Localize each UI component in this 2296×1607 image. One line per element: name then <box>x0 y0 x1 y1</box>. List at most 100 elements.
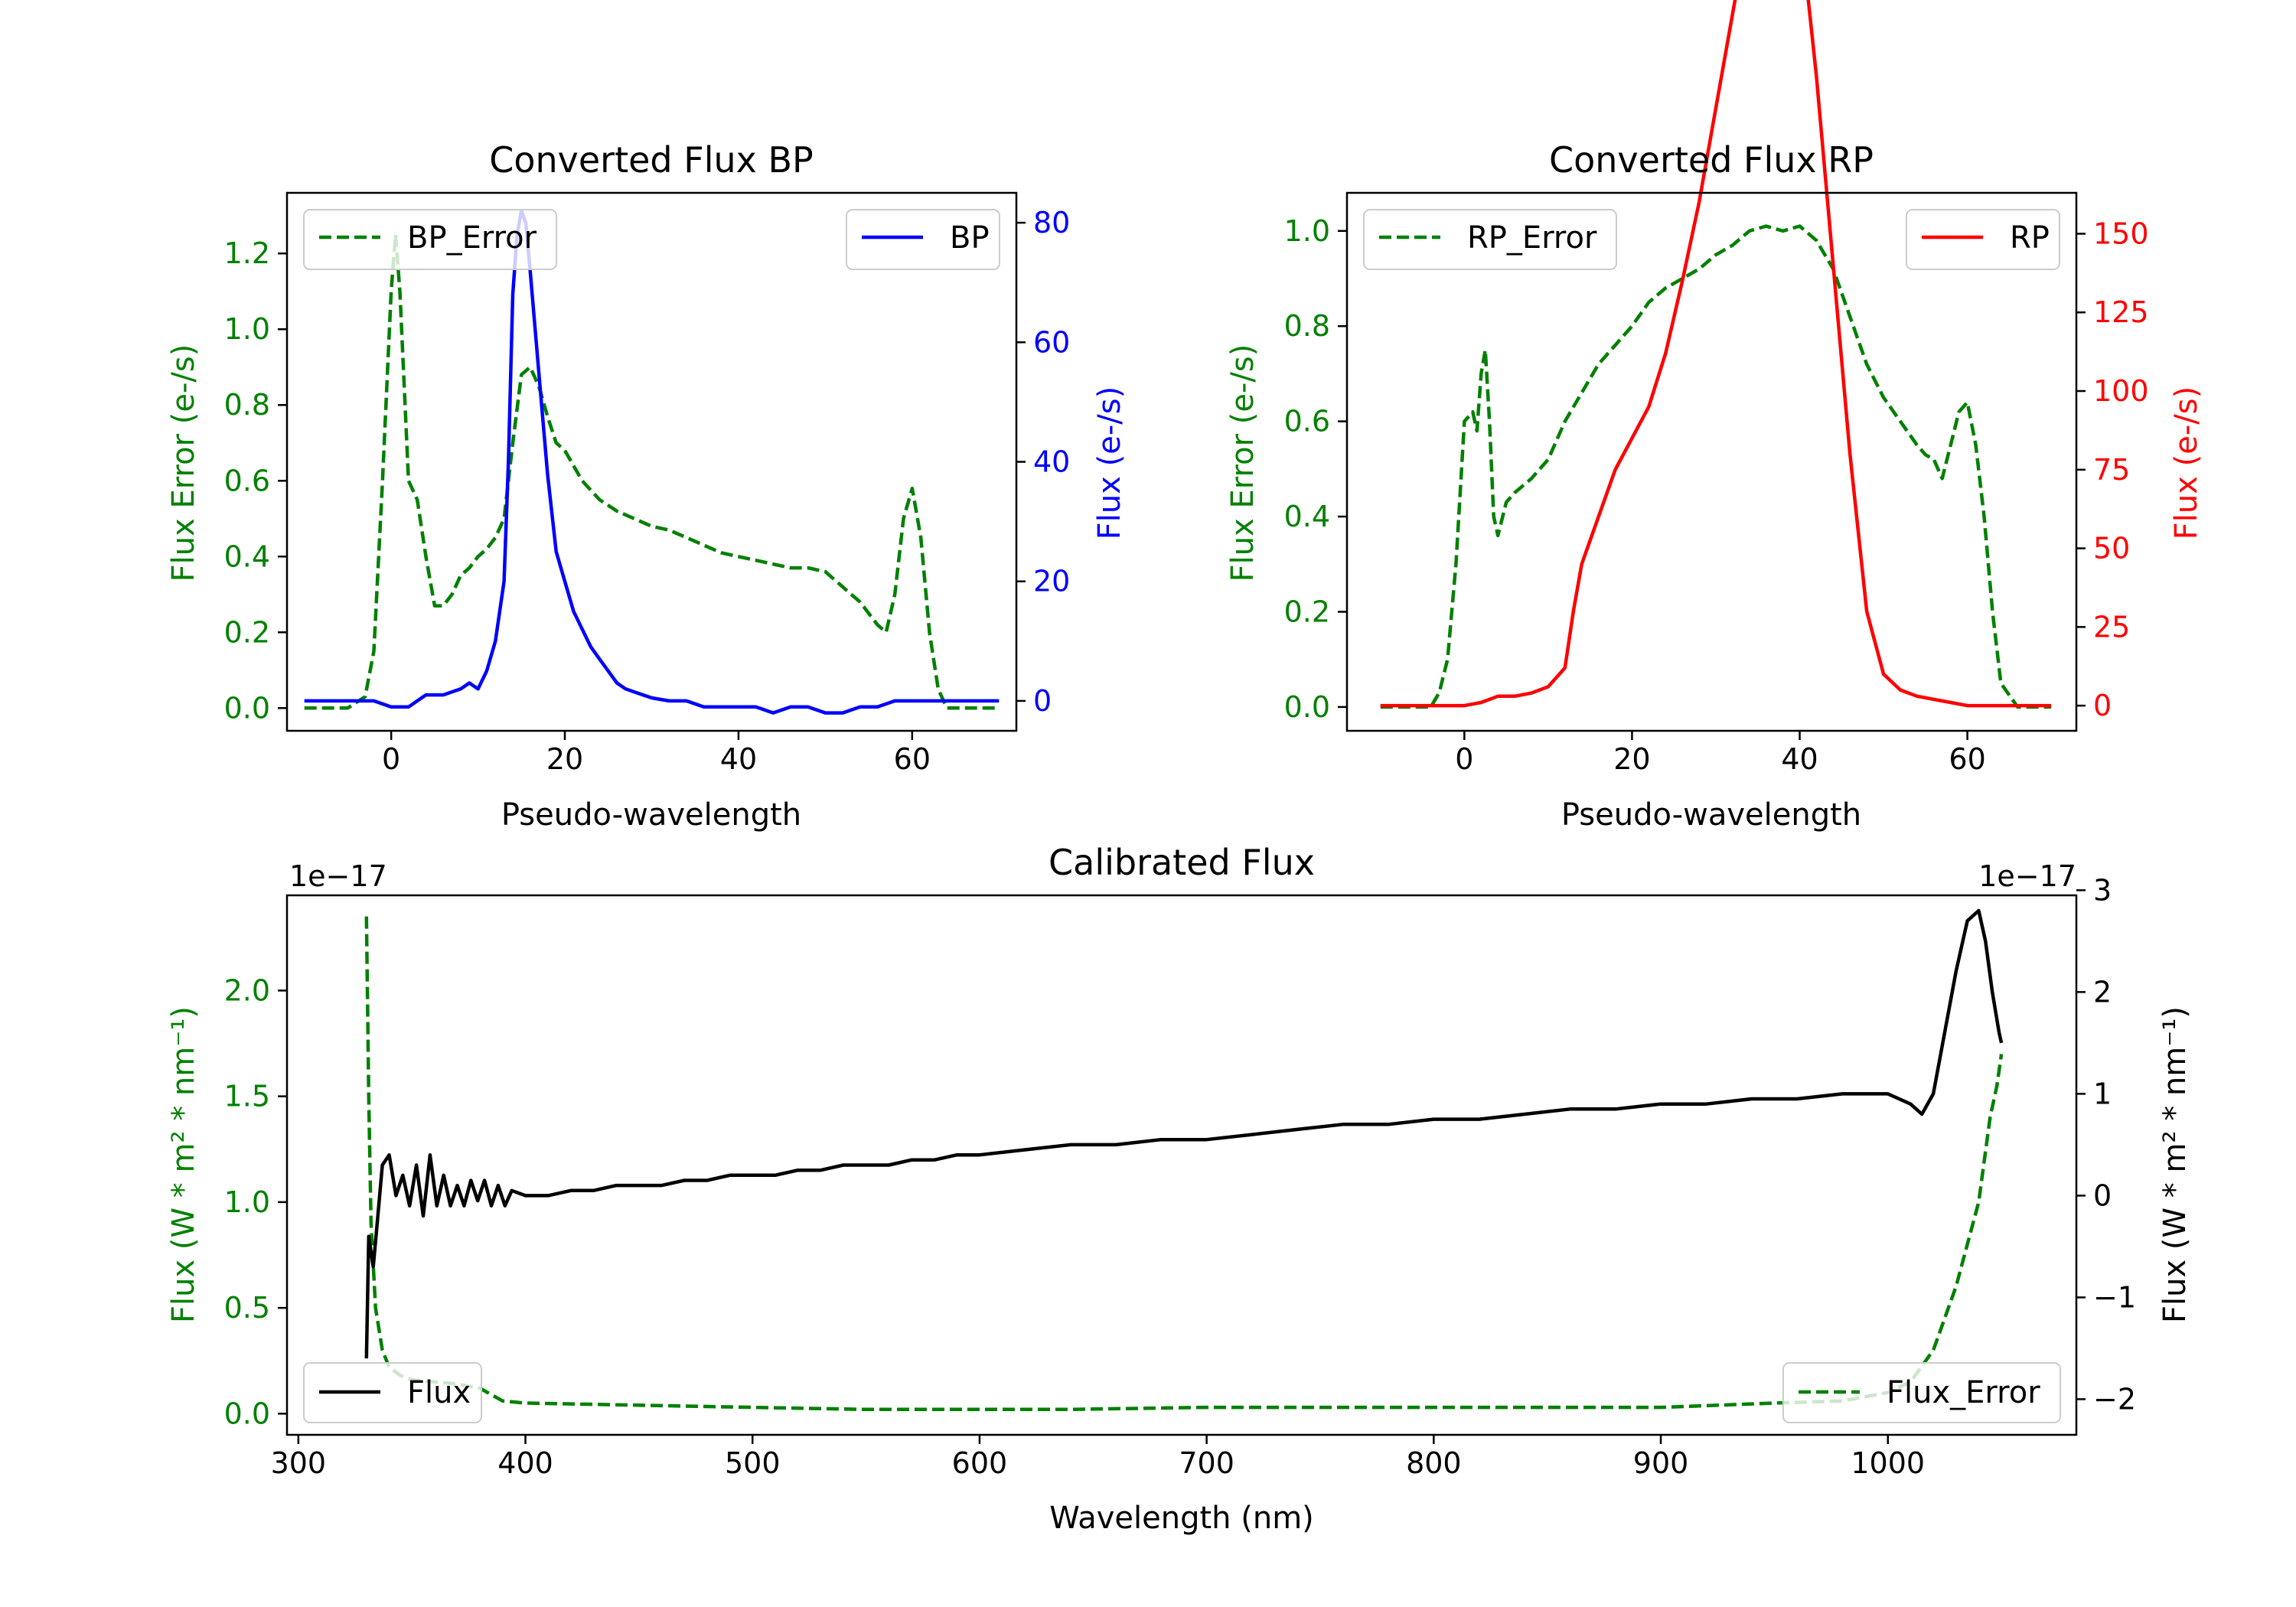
rp-ytick-right-label: 75 <box>2093 453 2130 487</box>
calibrated-ytick-right-label: 0 <box>2093 1178 2112 1212</box>
rp-ylabel-right: Flux (e-/s) <box>2169 386 2204 539</box>
rp-legend-left-box <box>1363 209 1617 270</box>
calibrated-legend-right: Flux_Error <box>1782 1362 2061 1423</box>
bp-ytick-left-label: 1.0 <box>224 312 270 346</box>
calibrated-ytick-left-label: 1.0 <box>224 1185 270 1219</box>
bp-legend-left-label: BP_Error <box>407 220 537 256</box>
rp-series-rp-error <box>1380 224 2052 709</box>
bp-plot-area <box>304 209 1000 715</box>
calibrated-legend-right-label: Flux_Error <box>1887 1375 2040 1410</box>
calibrated-ytick-left-label: 2.0 <box>224 973 270 1007</box>
bp-legend-left: BP_Error <box>303 209 557 270</box>
calibrated-title: Calibrated Flux <box>1049 842 1315 883</box>
calibrated-xlabel: Wavelength (nm) <box>1049 1501 1314 1536</box>
rp-ytick-right-label: 100 <box>2093 374 2149 408</box>
calibrated-xtick-label: 700 <box>1179 1446 1234 1480</box>
bp-series-bp <box>304 209 1000 715</box>
calibrated-ytick-right-label: −1 <box>2093 1280 2136 1314</box>
calibrated-ytick-right-label: −2 <box>2093 1382 2136 1416</box>
calibrated-ylabel-left: Flux (W * m² * nm⁻¹) <box>166 1006 201 1323</box>
bp-legend-right-box <box>846 209 1000 270</box>
panel-calibrated: 300 400 500 600 700 800 900 1000 0.0 0.5 1.0 1.5 2.0… <box>166 842 2193 1536</box>
rp-xtick-label: 0 <box>1455 742 1473 776</box>
rp-ytick-left-label: 0.0 <box>1284 690 1330 724</box>
rp-ytick-left-label: 0.2 <box>1284 595 1330 628</box>
rp-ytick-left-label: 1.0 <box>1284 214 1330 248</box>
calibrated-xtick-label: 1000 <box>1851 1446 1925 1480</box>
calibrated-xtick-label: 300 <box>271 1446 327 1480</box>
calibrated-xtick-label: 600 <box>952 1446 1008 1480</box>
bp-ytick-left-label: 1.2 <box>224 236 270 270</box>
bp-xtick-label: 60 <box>894 742 931 776</box>
calibrated-ytick-right-label: 1 <box>2093 1077 2112 1110</box>
rp-ytick-left-label: 0.8 <box>1284 309 1330 343</box>
calibrated-xtick-label: 400 <box>497 1446 553 1480</box>
calibrated-legend-right-box <box>1782 1362 2061 1423</box>
rp-ytick-right-label: 0 <box>2093 689 2112 722</box>
bp-xtick-label: 0 <box>382 742 400 776</box>
calibrated-ytick-right-label: 3 <box>2093 873 2112 907</box>
bp-ytick-right-label: 0 <box>1033 684 1052 718</box>
bp-ytick-right-label: 20 <box>1033 565 1070 598</box>
rp-xlabel: Pseudo-wavelength <box>1561 797 1861 833</box>
calibrated-legend-left-box <box>303 1362 482 1423</box>
calibrated-ytick-left-label: 0.0 <box>224 1397 270 1430</box>
bp-ytick-left-label: 0.0 <box>224 691 270 725</box>
calibrated-ytick-right-label: 2 <box>2093 975 2112 1009</box>
rp-legend-left: RP_Error <box>1363 209 1617 270</box>
rp-xtick-label: 40 <box>1781 742 1818 776</box>
rp-legend-left-label: RP_Error <box>1467 220 1597 256</box>
rp-ticks: 0 20 40 60 0.0 0.2 0.4 0.6 0.8 1.0 0 25 50 75 100 125 15… <box>1284 214 2149 776</box>
rp-legend-right-box <box>1906 209 2060 270</box>
bp-xlabel: Pseudo-wavelength <box>501 797 801 833</box>
bp-ytick-left-label: 0.4 <box>224 539 270 573</box>
calibrated-xtick-label: 800 <box>1406 1446 1462 1480</box>
rp-xtick-label: 60 <box>1949 742 1985 776</box>
rp-ytick-right-label: 150 <box>2093 217 2149 250</box>
calibrated-series-flux-error <box>364 916 2004 1412</box>
bp-ytick-left-label: 0.2 <box>224 615 270 649</box>
bp-ytick-right-label: 80 <box>1033 206 1070 240</box>
rp-axes-frame <box>1345 191 2078 732</box>
calibrated-offset-left: 1e−17 <box>289 859 387 893</box>
bp-ylabel-left: Flux Error (e-/s) <box>166 344 201 582</box>
calibrated-ytick-left-label: 1.5 <box>224 1080 270 1113</box>
rp-legend-right-label: RP <box>2010 220 2050 256</box>
rp-legend-right: RP <box>1906 209 2060 270</box>
rp-ytick-left-label: 0.4 <box>1284 500 1330 533</box>
rp-title: Converted Flux RP <box>1549 139 1874 181</box>
bp-legend-left-box <box>303 209 557 270</box>
calibrated-ticks: 300 400 500 600 700 800 900 1000 0.0 0.5 1.0 1.5 2.0… <box>224 873 2136 1480</box>
calibrated-xtick-label: 500 <box>725 1446 781 1480</box>
bp-legend-right: BP <box>846 209 1000 270</box>
bp-ytick-left-label: 0.6 <box>224 464 270 497</box>
bp-xtick-label: 20 <box>546 742 583 776</box>
panel-rp: 0 20 40 60 0.0 0.2 0.4 0.6 0.8 1.0 0 25 50 75 100 125 15… <box>1225 0 2204 833</box>
calibrated-legend-left-label: Flux <box>407 1375 471 1410</box>
rp-series-rp <box>1380 0 2052 708</box>
panel-bp: 0 20 40 60 0.0 0.2 0.4 0.6 0.8 1.0 1.2 0 20 40 60 80 Co… <box>166 139 1127 833</box>
calibrated-legend-left: Flux <box>303 1362 482 1423</box>
rp-ylabel-left: Flux Error (e-/s) <box>1225 344 1261 582</box>
rp-ytick-right-label: 125 <box>2093 295 2149 329</box>
bp-ytick-left-label: 0.8 <box>224 388 270 422</box>
rp-plot-area <box>1380 0 2052 709</box>
bp-ytick-right-label: 60 <box>1033 325 1070 359</box>
bp-xtick-label: 40 <box>720 742 757 776</box>
bp-ylabel-right: Flux (e-/s) <box>1092 386 1127 539</box>
bp-ticks: 0 20 40 60 0.0 0.2 0.4 0.6 0.8 1.0 1.2 0 20 40 60 80 <box>224 206 1071 776</box>
bp-legend-right-label: BP <box>950 220 990 256</box>
rp-xtick-label: 20 <box>1613 742 1650 776</box>
bp-ytick-right-label: 40 <box>1033 445 1070 479</box>
calibrated-axes-frame <box>285 894 2078 1436</box>
calibrated-offset-right: 1e−17 <box>1978 859 2076 893</box>
calibrated-ytick-left-label: 0.5 <box>224 1291 270 1325</box>
rp-ytick-right-label: 50 <box>2093 532 2130 566</box>
calibrated-xtick-label: 900 <box>1633 1446 1689 1480</box>
rp-ytick-left-label: 0.6 <box>1284 405 1330 438</box>
calibrated-ylabel-right: Flux (W * m² * nm⁻¹) <box>2157 1006 2193 1323</box>
rp-ytick-right-label: 25 <box>2093 610 2130 644</box>
calibrated-series-flux <box>364 908 2004 1359</box>
calibrated-plot-area <box>364 908 2004 1412</box>
